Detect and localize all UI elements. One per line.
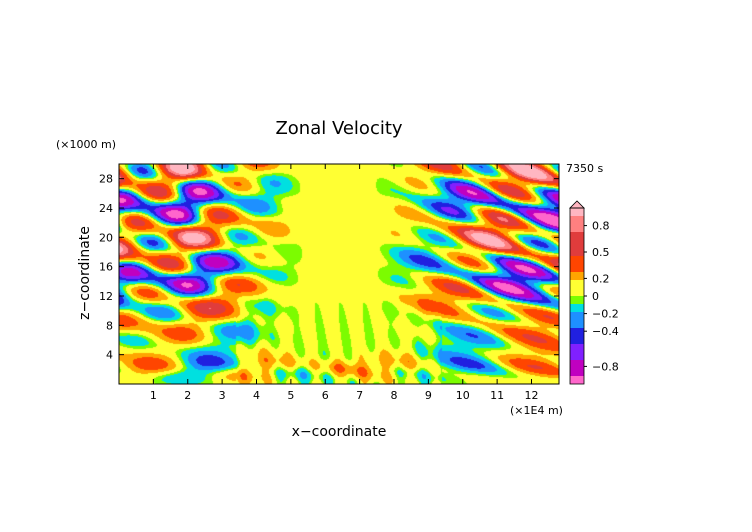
colorbar-band xyxy=(570,320,584,328)
y-tick-label: 4 xyxy=(106,349,113,362)
y-axis-label: z−coordinate xyxy=(77,226,93,320)
colorbar-band xyxy=(570,240,584,248)
x-tick-label: 3 xyxy=(219,389,226,402)
colorbar-label: −0.8 xyxy=(592,360,619,373)
chart-title: Zonal Velocity xyxy=(275,118,402,139)
x-tick-label: 4 xyxy=(253,389,260,402)
colorbar-band xyxy=(570,248,584,256)
colorbar-label: −0.2 xyxy=(592,308,619,321)
x-tick-label: 10 xyxy=(456,389,470,402)
x-tick-label: 9 xyxy=(425,389,432,402)
colorbar-band xyxy=(570,296,584,304)
colorbar-label: −0.4 xyxy=(592,325,619,338)
y-tick-label: 24 xyxy=(99,202,113,215)
plot-frame xyxy=(118,163,560,385)
y-tick-label: 8 xyxy=(106,319,113,332)
y-tick-label: 28 xyxy=(99,173,113,186)
colorbar-band xyxy=(570,256,584,264)
y-tick-label: 20 xyxy=(99,231,113,244)
colorbar-band xyxy=(570,288,584,296)
colorbar-label: 0 xyxy=(592,290,599,303)
colorbar-band xyxy=(570,304,584,312)
colorbar-label: 0.5 xyxy=(592,246,610,259)
colorbar-band xyxy=(570,344,584,352)
colorbar-band xyxy=(570,352,584,360)
colorbar-band xyxy=(570,336,584,344)
colorbar-band xyxy=(570,376,584,384)
y-tick-label: 12 xyxy=(99,290,113,303)
colorbar-band xyxy=(570,272,584,280)
colorbar-band xyxy=(570,312,584,320)
y-axis: 4 8 12 16 20 24 28 xyxy=(99,173,559,362)
x-tick-label: 12 xyxy=(525,389,539,402)
colorbar-band xyxy=(570,224,584,232)
colorbar-labels: 0.8 0.5 0.2 0 −0.2 −0.4 −0.8 xyxy=(584,220,619,373)
x-axis-label: x−coordinate xyxy=(292,424,387,440)
x-tick-label: 6 xyxy=(322,389,329,402)
x-tick-label: 8 xyxy=(391,389,398,402)
colorbar-band xyxy=(570,360,584,368)
heatmap-field xyxy=(119,164,559,384)
colorbar-label: 0.2 xyxy=(592,272,610,285)
y-axis-unit: (×1000 m) xyxy=(56,138,116,151)
time-label: 7350 s xyxy=(566,162,603,175)
colorbar-over-arrow xyxy=(569,200,585,209)
y-tick-label: 16 xyxy=(99,261,113,274)
colorbar-label: 0.8 xyxy=(592,220,610,233)
x-tick-label: 11 xyxy=(490,389,504,402)
colorbar-band xyxy=(570,264,584,272)
colorbar-band xyxy=(570,280,584,288)
x-axis: 1 2 3 4 5 6 7 8 9 10 11 12 xyxy=(150,164,539,402)
colorbar-band xyxy=(570,208,584,216)
x-axis-unit: (×1E4 m) xyxy=(510,404,563,417)
colorbar-band xyxy=(570,328,584,336)
colorbar-band xyxy=(570,232,584,240)
x-tick-label: 7 xyxy=(356,389,363,402)
colorbar-band xyxy=(570,216,584,224)
colorbar xyxy=(569,200,585,385)
x-tick-label: 5 xyxy=(287,389,294,402)
x-tick-label: 2 xyxy=(184,389,191,402)
colorbar-band xyxy=(570,368,584,376)
x-tick-label: 1 xyxy=(150,389,157,402)
